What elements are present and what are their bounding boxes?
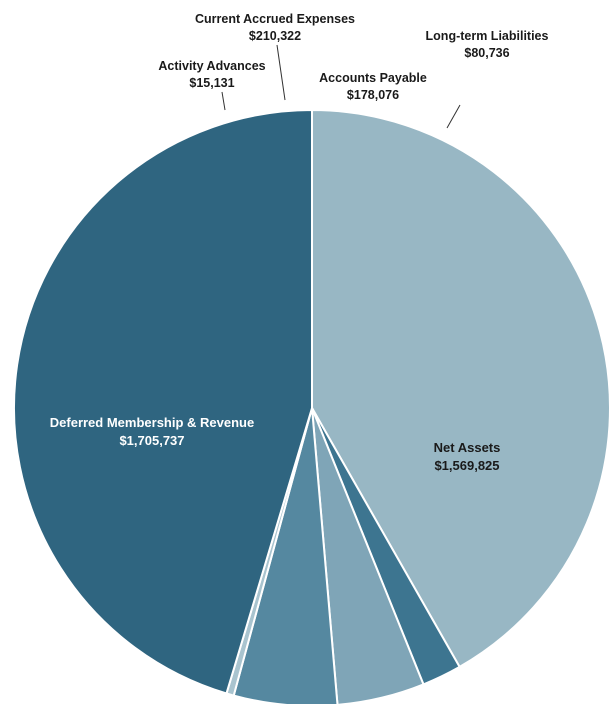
slice-name: Activity Advances <box>158 59 265 73</box>
pie-slice-deferred-membership-and-revenue <box>12 108 313 695</box>
slice-label-long-term-liabilities: Long-term Liabilities $80,736 <box>426 29 549 60</box>
slice-label-current-accrued-expenses: Current Accrued Expenses $210,322 <box>195 12 355 43</box>
slice-label-net-assets: Net Assets $1,569,825 <box>434 440 501 473</box>
slice-name: Long-term Liabilities <box>426 29 549 43</box>
slice-label-activity-advances: Activity Advances $15,131 <box>158 59 265 90</box>
slice-value: $1,705,737 <box>119 433 184 448</box>
slice-labels: Net Assets $1,569,825 Long-term Liabilitie… <box>50 12 549 473</box>
pie-slice-net-assets <box>311 108 612 669</box>
slice-name: Current Accrued Expenses <box>195 12 355 26</box>
slice-value: $15,131 <box>189 76 234 90</box>
leader-line-activity-advances <box>221 91 226 111</box>
slice-label-accounts-payable: Accounts Payable $178,076 <box>319 71 427 102</box>
leader-lines <box>221 44 461 129</box>
leader-line-current-accrued-expenses <box>276 44 286 101</box>
slice-value: $80,736 <box>464 46 509 60</box>
slice-name: Deferred Membership & Revenue <box>50 415 254 430</box>
slice-value: $1,569,825 <box>434 458 499 473</box>
slice-value: $210,322 <box>249 29 301 43</box>
slice-value: $178,076 <box>347 88 399 102</box>
slice-label-deferred-membership-and-revenue: Deferred Membership & Revenue $1,705,737 <box>50 415 254 448</box>
pie-slice-accounts-payable <box>311 407 425 704</box>
leader-line-long-term-liabilities <box>446 104 461 129</box>
slice-name: Accounts Payable <box>319 71 427 85</box>
pie-slices <box>12 108 612 704</box>
slice-name: Net Assets <box>434 440 501 455</box>
